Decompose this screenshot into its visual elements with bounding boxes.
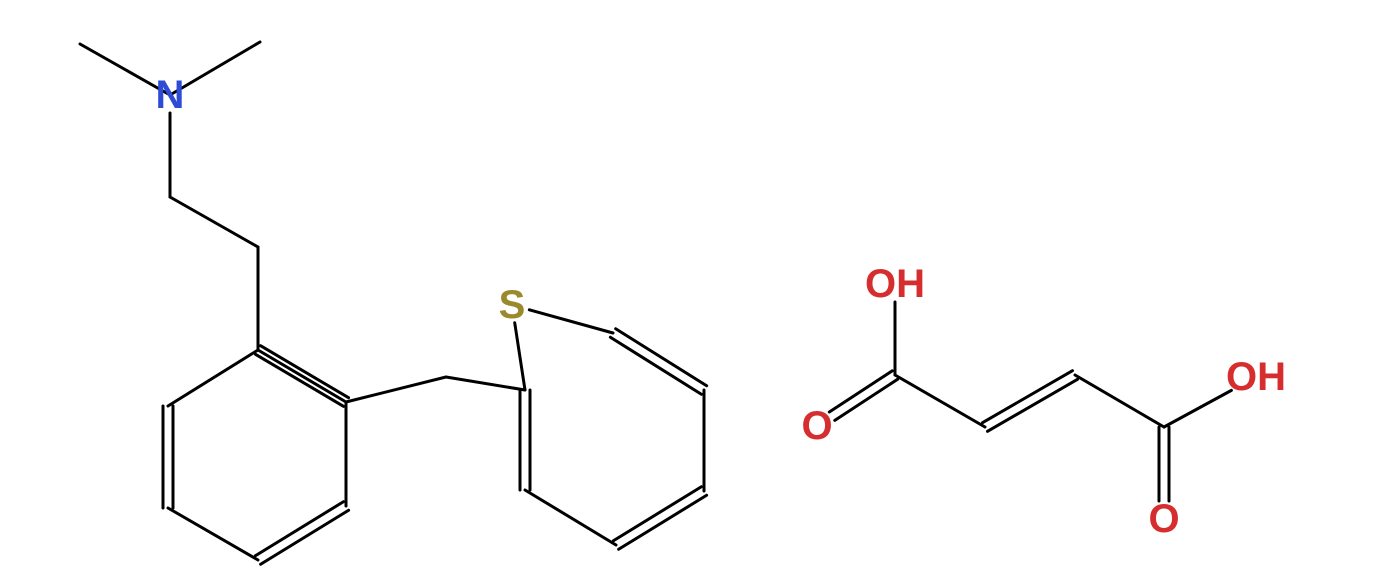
molecule-maleic-acid: OH O O OH <box>801 262 1286 541</box>
bond <box>515 323 525 390</box>
bond <box>895 375 985 427</box>
bond <box>520 390 530 490</box>
bond <box>829 371 897 421</box>
chemical-structure-diagram: NSOHOOOH <box>0 0 1388 573</box>
atom-label-o: O <box>801 404 832 448</box>
bond <box>982 371 1077 432</box>
bond <box>613 487 706 550</box>
bond <box>1164 390 1231 427</box>
bond <box>163 406 173 508</box>
bond <box>529 310 613 333</box>
bond <box>346 377 446 402</box>
bond <box>170 197 258 247</box>
bond <box>525 490 616 545</box>
atom-label-o: O <box>1148 497 1179 541</box>
bond <box>1075 375 1164 427</box>
bond <box>446 377 525 390</box>
bond <box>168 350 258 406</box>
bond <box>258 350 346 402</box>
atom-label-n: N <box>156 73 185 117</box>
bond <box>255 502 348 565</box>
atom-label-s: S <box>499 283 526 327</box>
bond <box>1159 427 1169 501</box>
molecule-dosulepin-base: NS <box>80 42 707 564</box>
atom-label-o: OH <box>1226 355 1286 399</box>
atom-label-o: OH <box>865 262 925 306</box>
bond <box>610 329 706 394</box>
bond <box>168 508 258 560</box>
